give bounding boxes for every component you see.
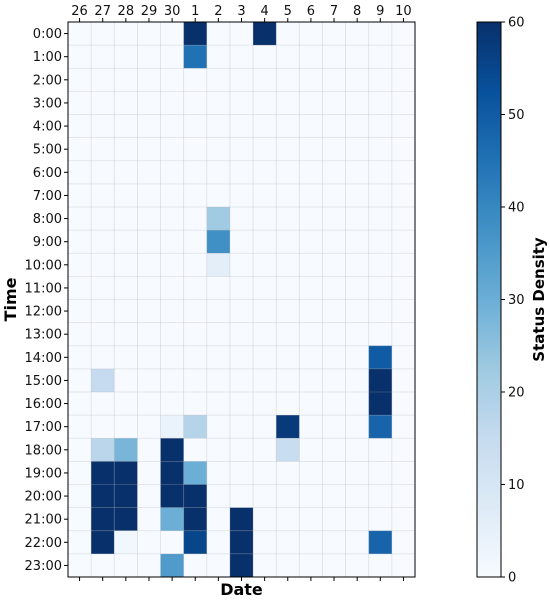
y-tick-label: 18:00 (25, 443, 62, 458)
heatmap-cell (368, 415, 392, 439)
heatmap-cell (229, 553, 254, 578)
heatmap-cell (114, 461, 138, 485)
colorbar-scale (476, 21, 502, 578)
y-tick-label: 13:00 (25, 328, 62, 343)
x-tick-label: 7 (330, 4, 338, 19)
y-tick-label: 9:00 (33, 235, 62, 250)
x-tick-label: 3 (237, 4, 245, 19)
x-tick-label: 5 (284, 4, 292, 19)
y-tick-label: 5:00 (33, 143, 62, 158)
heatmap-cell (160, 507, 184, 531)
y-tick-label: 2:00 (33, 73, 62, 88)
y-tick-label: 6:00 (33, 166, 62, 181)
colorbar-tick-label: 50 (508, 108, 525, 123)
heatmap-cell (91, 461, 115, 485)
y-tick-label: 12:00 (25, 305, 62, 320)
heatmap-cells (68, 22, 415, 578)
heatmap-cell (91, 507, 115, 531)
heatmap-cell (91, 438, 115, 462)
y-tick-label: 14:00 (25, 351, 62, 366)
y-tick-label: 22:00 (25, 536, 62, 551)
y-axis-ticks: 0:00 1:00 2:00 3:00 4:00 5:00 6:00 7:00 8:00 9:00… (25, 27, 68, 574)
x-tick-label: 6 (307, 4, 315, 19)
x-tick-label: 29 (141, 4, 158, 19)
heatmap-cell (160, 553, 184, 578)
x-tick-label: 2 (214, 4, 222, 19)
y-tick-label: 10:00 (25, 258, 62, 273)
heatmap-cell (114, 507, 138, 531)
y-tick-label: 19:00 (25, 466, 62, 481)
heatmap-cell (253, 22, 277, 46)
x-tick-label: 9 (376, 4, 384, 19)
heatmap-cell (368, 345, 392, 369)
colorbar-tick-label: 10 (508, 478, 525, 493)
heatmap-cell (91, 368, 115, 393)
heatmap-cell (183, 22, 207, 46)
y-tick-label: 4:00 (33, 120, 62, 135)
x-tick-label: 1 (191, 4, 199, 19)
y-tick-label: 16:00 (25, 397, 62, 412)
y-tick-label: 21:00 (25, 513, 62, 528)
y-tick-label: 15:00 (25, 374, 62, 389)
y-tick-label: 3:00 (33, 96, 62, 111)
y-tick-label: 1:00 (33, 50, 62, 65)
heatmap-cell (91, 484, 115, 508)
colorbar-tick-label: 0 (508, 571, 516, 586)
heatmap-cell (368, 368, 392, 393)
heatmap-cell (229, 530, 254, 554)
heatmap-cell (114, 484, 138, 508)
heatmap-cell (114, 530, 138, 554)
y-tick-label: 7:00 (33, 189, 62, 204)
y-tick-label: 17:00 (25, 420, 62, 435)
heatmap-cell (183, 415, 207, 439)
x-axis-ticks: 26 27 28 29 30 1 2 3 4 5 6 7 8 9 10 (71, 4, 412, 581)
y-tick-label: 11:00 (25, 281, 62, 296)
colorbar-ticks: 0 10 20 30 40 50 60 (501, 16, 525, 586)
heatmap-cell (206, 253, 230, 277)
x-tick-label: 28 (118, 4, 135, 19)
colorbar-tick-label: 40 (508, 201, 525, 216)
colorbar: 0 10 20 30 40 50 60 Status Density (476, 16, 548, 586)
heatmap-cell (276, 438, 300, 462)
grid-lines (68, 22, 415, 577)
heatmap-cell (160, 415, 184, 439)
heatmap-cell (160, 438, 184, 462)
y-axis-label: Time (1, 277, 20, 321)
x-tick-label: 27 (94, 4, 111, 19)
heatmap-cell (206, 230, 230, 254)
heatmap-cell (183, 530, 207, 554)
heatmap-cell (183, 461, 207, 485)
heatmap-cell (368, 530, 392, 554)
x-tick-label: 4 (260, 4, 268, 19)
colorbar-tick-label: 60 (508, 16, 525, 31)
heatmap-cell (91, 530, 115, 554)
heatmap-cell (206, 207, 230, 231)
y-tick-label: 23:00 (25, 559, 62, 574)
x-tick-label: 10 (395, 4, 412, 19)
x-tick-label: 30 (164, 4, 181, 19)
heatmap-cell (183, 45, 207, 69)
colorbar-tick-label: 30 (508, 293, 525, 308)
heatmap-cell (229, 507, 254, 531)
heatmap-cell (160, 484, 184, 508)
y-tick-label: 20:00 (25, 490, 62, 505)
y-tick-label: 8:00 (33, 212, 62, 227)
x-tick-label: 26 (71, 4, 88, 19)
heatmap-cell (183, 507, 207, 531)
heatmap-cell (160, 461, 184, 485)
x-axis-label: Date (220, 580, 263, 599)
y-tick-label: 0:00 (33, 27, 62, 42)
heatmap-cell (183, 484, 207, 508)
colorbar-tick-label: 20 (508, 386, 525, 401)
x-tick-label: 8 (353, 4, 361, 19)
heatmap-cell (114, 438, 138, 462)
colorbar-label: Status Density (530, 237, 548, 362)
heatmap-cell (368, 392, 392, 416)
heatmap-cell (276, 415, 300, 439)
